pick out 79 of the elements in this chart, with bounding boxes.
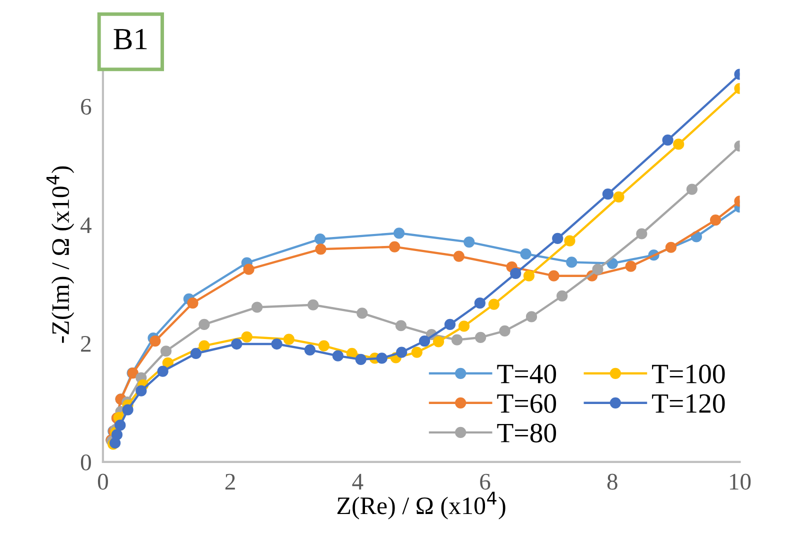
y-axis-title: -Z(Im) / Ω (x10$^{4}$): [46, 166, 74, 343]
point: [122, 404, 134, 416]
point: [520, 248, 532, 260]
x-tick-label: 8: [607, 474, 618, 490]
point: [564, 235, 576, 246]
point: [389, 241, 400, 252]
point: [552, 232, 564, 244]
point: [411, 346, 422, 358]
point: [243, 264, 254, 275]
point: [592, 264, 604, 275]
point: [308, 299, 319, 310]
point: [636, 228, 648, 240]
annotation: B1: [114, 28, 147, 50]
x-tick-label: 0: [98, 474, 108, 490]
point: [662, 134, 674, 146]
point: [566, 256, 578, 268]
point: [395, 320, 407, 332]
point: [602, 188, 614, 200]
point: [187, 298, 198, 309]
point: [665, 242, 677, 253]
point: [396, 346, 408, 358]
point: [332, 350, 344, 362]
point: [252, 302, 263, 313]
point: [556, 290, 568, 302]
point: [394, 228, 405, 239]
x-tick-label: 10: [730, 474, 751, 490]
point: [198, 318, 210, 330]
point: [474, 298, 486, 309]
point: [488, 298, 500, 310]
point: [111, 429, 123, 440]
legend-label: T=80: [497, 424, 556, 442]
point: [314, 234, 326, 245]
point: [376, 352, 388, 364]
x-tick-label: 2: [225, 474, 235, 490]
point: [157, 366, 168, 377]
point: [625, 260, 636, 272]
point: [355, 354, 366, 365]
legend-label: T=60: [497, 394, 556, 413]
point: [318, 340, 330, 352]
point: [444, 318, 456, 330]
point: [686, 184, 698, 195]
point: [283, 334, 294, 345]
point: [475, 332, 486, 344]
point: [453, 250, 464, 262]
y-tick-label: 4: [80, 218, 92, 234]
point: [523, 270, 535, 282]
point: [198, 340, 210, 352]
point: [499, 325, 510, 337]
point: [231, 338, 242, 350]
point: [548, 270, 560, 282]
legend-label: T=40: [497, 364, 556, 384]
point: [304, 344, 316, 356]
point: [114, 420, 126, 431]
point: [710, 214, 722, 226]
point: [150, 335, 161, 347]
point: [356, 308, 368, 319]
point: [241, 331, 252, 342]
legend-label: T=100: [652, 364, 725, 384]
point: [271, 338, 282, 350]
point: [136, 385, 147, 396]
y-tick-label: 6: [81, 98, 92, 115]
point: [315, 244, 326, 255]
point: [613, 191, 624, 203]
y-tick-label: 2: [81, 336, 91, 352]
point: [458, 320, 470, 332]
x-tick-label: 4: [352, 474, 364, 490]
x-axis-title: Z(Re) / Ω (x10$^{4}$): [337, 492, 506, 520]
point: [418, 335, 430, 347]
point: [190, 348, 202, 360]
legend-label: T=120: [652, 394, 725, 413]
point: [160, 346, 172, 357]
y-tick-label: 0: [80, 454, 91, 470]
point: [526, 311, 538, 322]
point: [464, 236, 475, 248]
point: [451, 334, 463, 346]
point: [432, 336, 444, 348]
point: [673, 138, 684, 150]
x-tick-label: 6: [480, 474, 490, 490]
point: [510, 268, 522, 280]
